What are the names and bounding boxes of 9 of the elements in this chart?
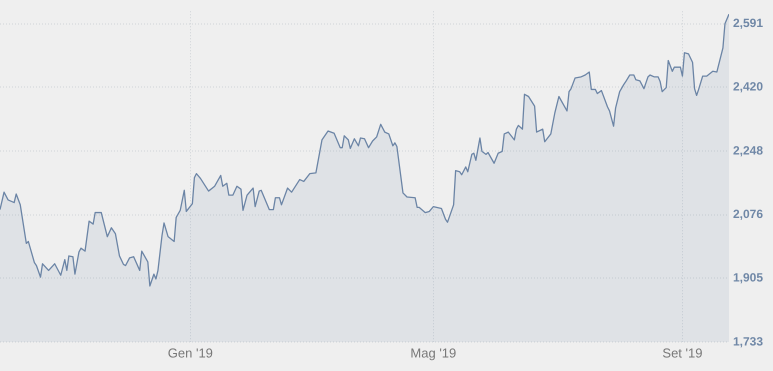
- y-tick-label: 2,591: [733, 16, 764, 30]
- y-tick-label: 1,733: [733, 334, 764, 348]
- y-tick-label: 2,420: [733, 80, 764, 94]
- y-tick-label: 1,905: [733, 270, 764, 285]
- x-tick-label: Gen '19: [168, 345, 213, 360]
- x-tick-label: Set '19: [662, 345, 702, 360]
- y-tick-label: 2,076: [733, 207, 764, 222]
- x-tick-label: Mag '19: [410, 345, 456, 360]
- y-tick-label: 2,248: [733, 143, 764, 158]
